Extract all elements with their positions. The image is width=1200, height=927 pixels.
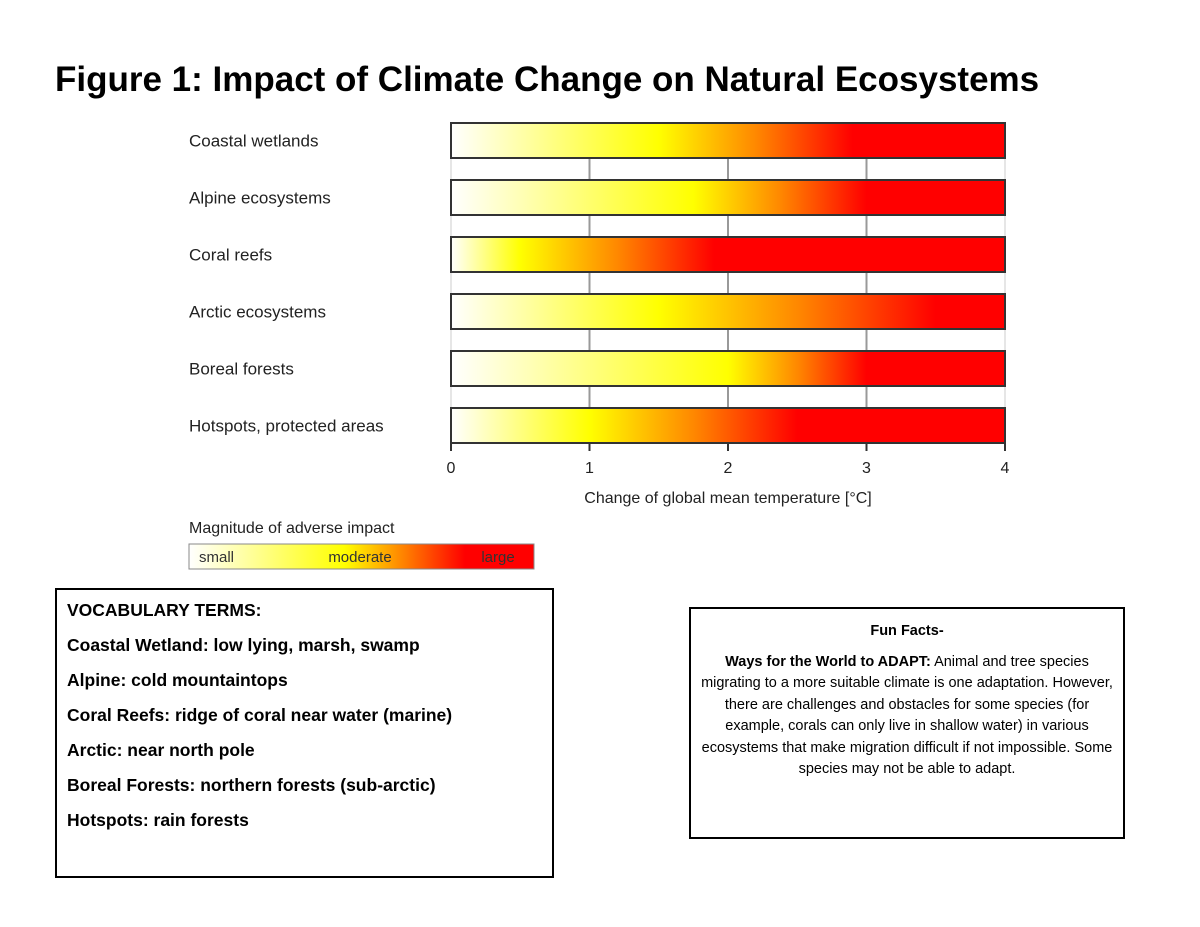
category-label: Coral reefs: [189, 246, 272, 265]
vocab-item: Boreal Forests: northern forests (sub-ar…: [67, 775, 436, 795]
impact-chart: Coastal wetlands Alpine ecosystems Coral r…: [188, 122, 1010, 570]
impact-bar: [450, 293, 1006, 330]
category-label: Arctic ecosystems: [189, 303, 326, 322]
x-tick-label: 4: [1001, 460, 1010, 477]
fun-facts-body: Ways for the World to ADAPT: Animal and …: [699, 652, 1115, 781]
category-label: Coastal wetlands: [189, 132, 318, 151]
fun-facts-text: Animal and tree species migrating to a m…: [701, 653, 1113, 778]
impact-bar: [450, 122, 1006, 159]
legend-label: moderate: [328, 549, 391, 566]
vocab-heading: VOCABULARY TERMS:: [67, 600, 262, 620]
category-label: Hotspots, protected areas: [189, 417, 384, 436]
vocab-item: Coastal Wetland: low lying, marsh, swamp: [67, 635, 420, 655]
x-tick-label: 2: [724, 460, 733, 477]
figure-title: Figure 1: Impact of Climate Change on Na…: [55, 60, 1040, 99]
category-label: Boreal forests: [189, 360, 294, 379]
x-tick-label: 1: [585, 460, 594, 477]
x-tick-label: 0: [447, 460, 456, 477]
impact-bar: [450, 407, 1006, 444]
vocab-item: Arctic: near north pole: [67, 740, 255, 760]
category-label: Alpine ecosystems: [189, 189, 331, 208]
fun-facts-heading: Fun Facts-: [870, 623, 944, 639]
vocab-item: Coral Reefs: ridge of coral near water (…: [67, 705, 453, 725]
impact-bar: [450, 350, 1006, 387]
legend-colorbar: [188, 543, 535, 570]
vocab-item: Alpine: cold mountaintops: [67, 670, 288, 690]
vocab-item: Hotspots: rain forests: [67, 810, 249, 830]
legend-title: Magnitude of adverse impact: [189, 520, 395, 537]
legend-label: small: [199, 549, 234, 566]
legend-label: large: [481, 549, 514, 566]
x-axis-title: Change of global mean temperature [°C]: [584, 490, 871, 507]
vocabulary-box: VOCABULARY TERMS: Coastal Wetland: low l…: [55, 588, 554, 878]
fun-facts-box: Fun Facts- Ways for the World to ADAPT: …: [689, 607, 1125, 839]
impact-bar: [450, 236, 1006, 273]
x-tick-label: 3: [862, 460, 871, 477]
impact-bar: [450, 179, 1006, 216]
fun-facts-lead: Ways for the World to ADAPT:: [725, 653, 931, 670]
